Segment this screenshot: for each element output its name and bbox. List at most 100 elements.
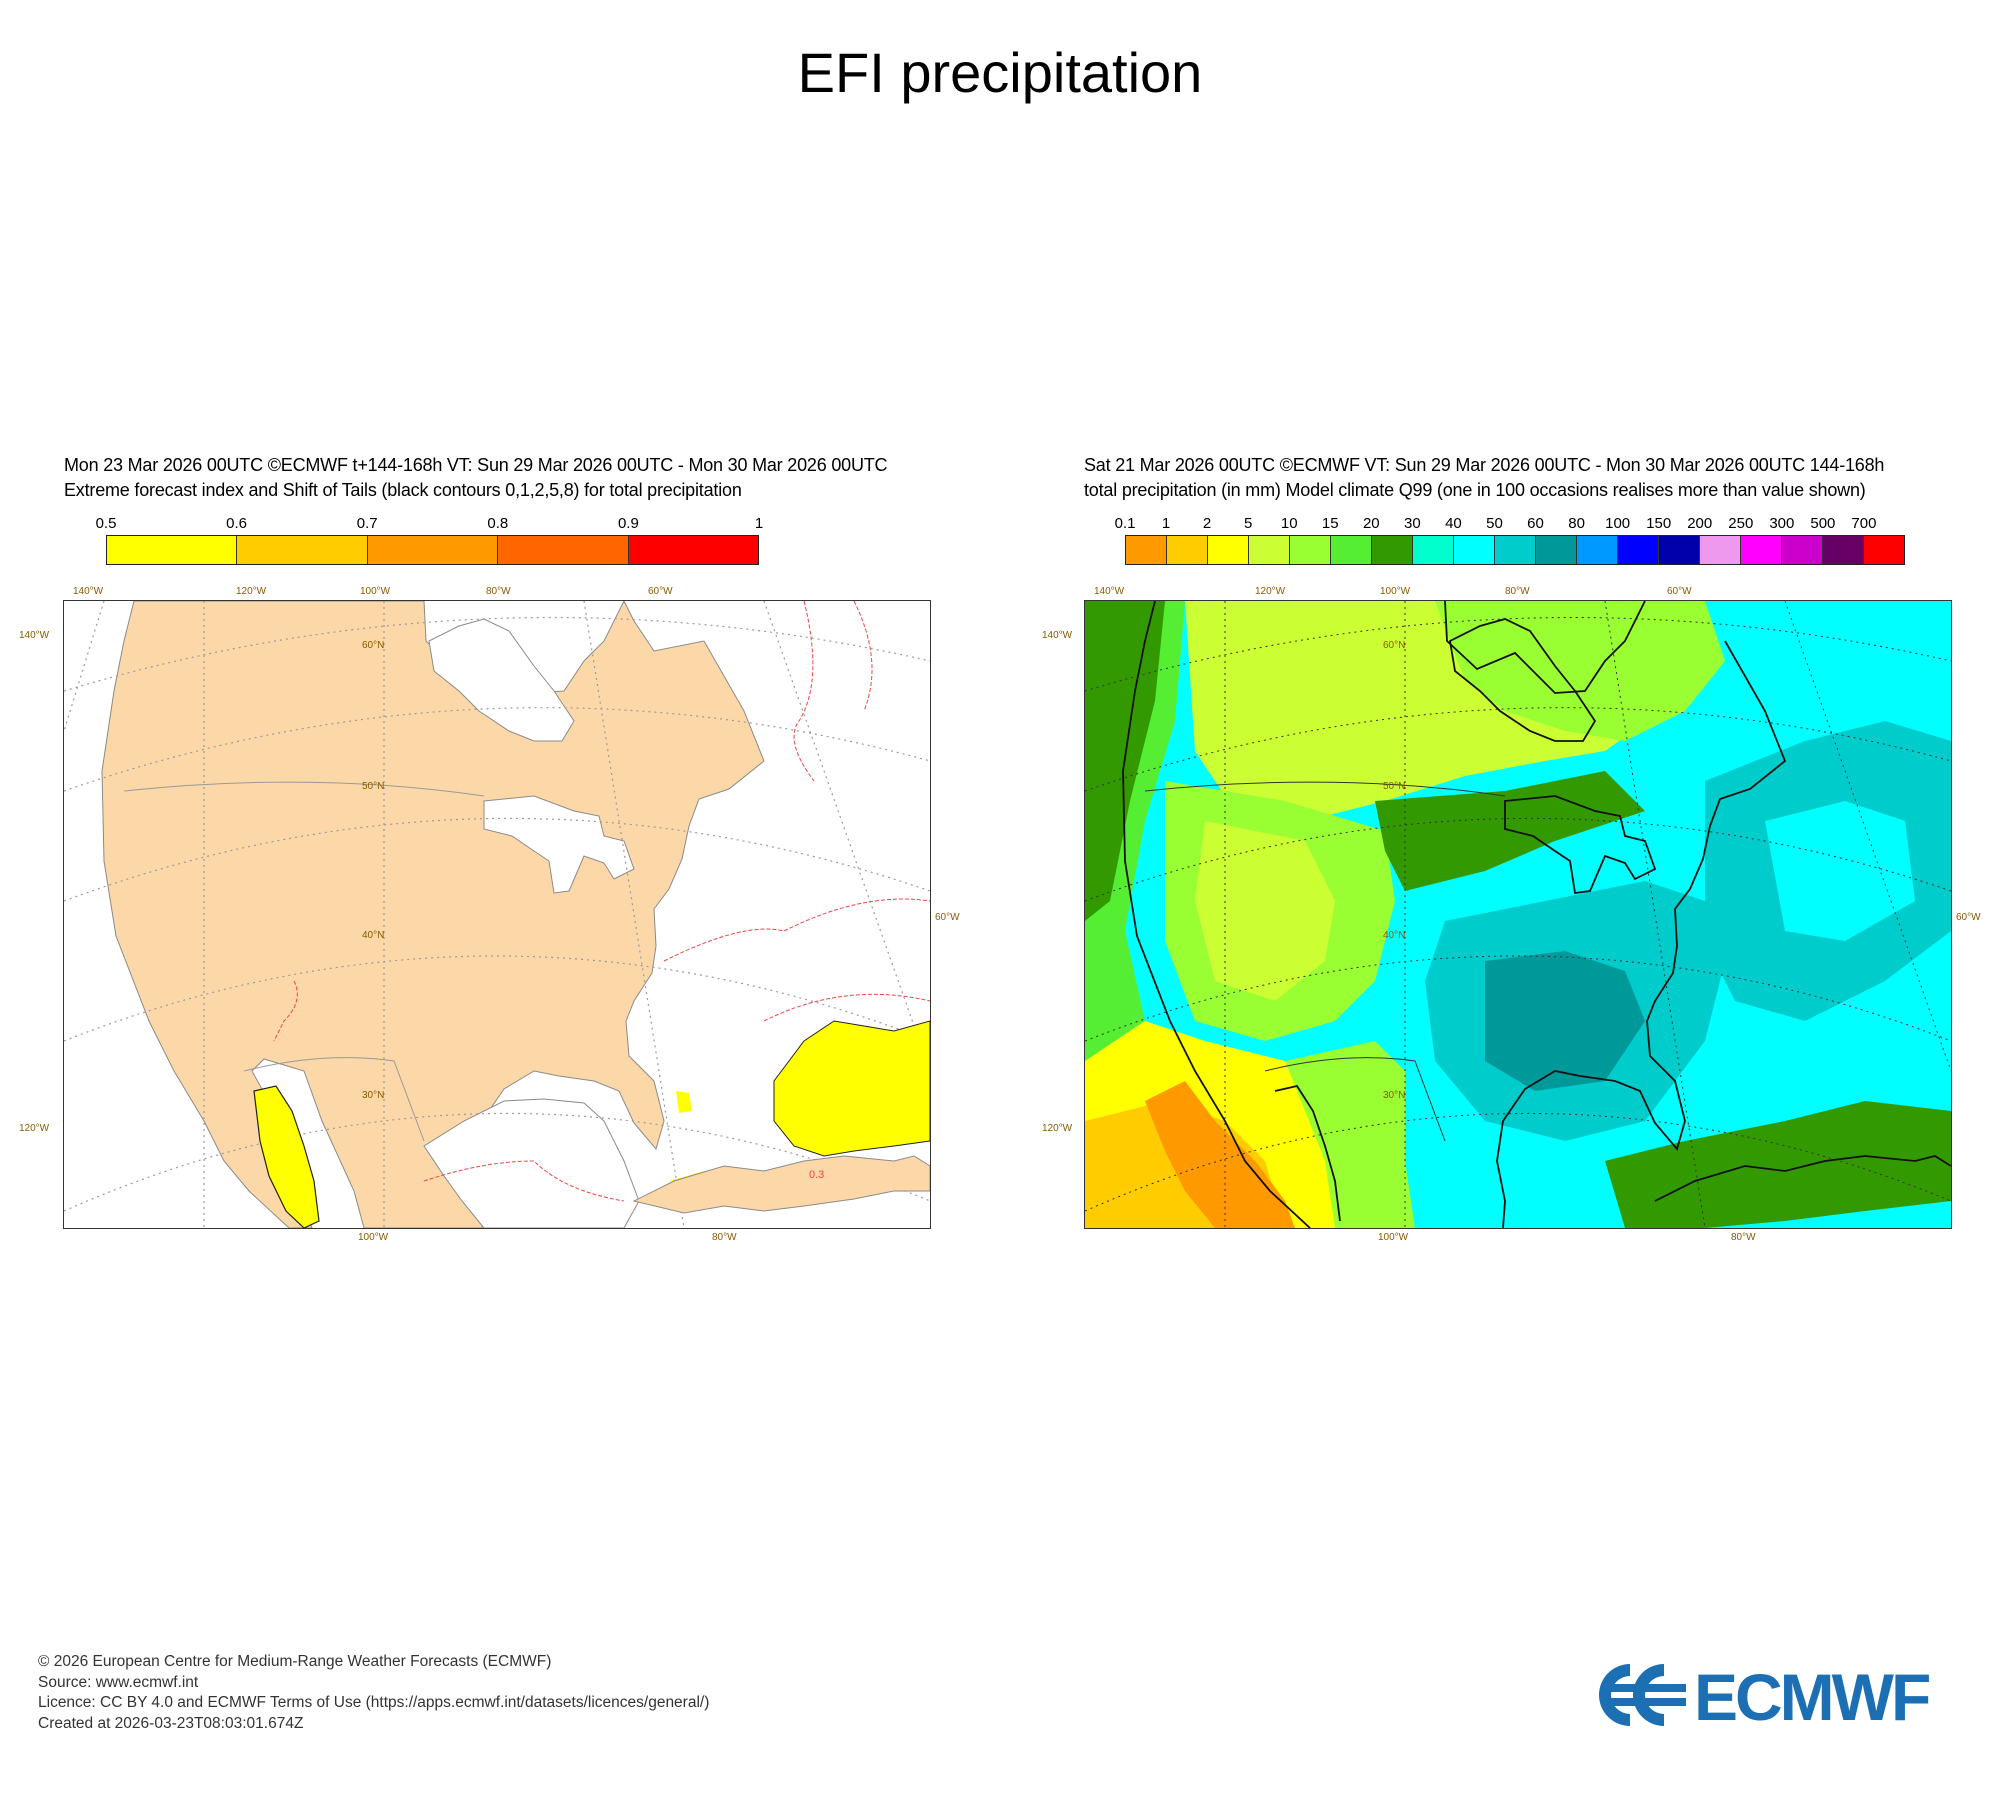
- colorbar-segment: [1454, 536, 1495, 564]
- north-america-land: [101, 601, 765, 1228]
- graticule: [64, 601, 930, 1228]
- ecmwf-logo: ECMWF: [1594, 1660, 1974, 1734]
- border-line: [1264, 1057, 1446, 1142]
- border-line: [1144, 781, 1506, 797]
- efi-scale-label: 0.9: [617, 515, 639, 532]
- efi-yellow-caribbean: [773, 1020, 930, 1157]
- efi-yellow-baja: [253, 1085, 320, 1228]
- climate-scale-label: 30: [1404, 515, 1421, 532]
- border-line: [243, 1057, 425, 1142]
- coastlines: [1122, 601, 1951, 1228]
- colorbar-segment: [367, 536, 499, 564]
- colorbar-segment: [1413, 536, 1454, 564]
- climate-panel: Sat 21 Mar 2026 00UTC ©ECMWF VT: Sun 29 …: [1042, 455, 2000, 1255]
- climate-edge-label-left: 120°W: [1042, 1123, 1073, 1134]
- climate-lon-label-top: 120°W: [1255, 586, 1286, 597]
- efi-lon-label-bottom: 100°W: [358, 1232, 389, 1243]
- climate-inner-lat-label: 50°N: [1383, 781, 1405, 792]
- colorbar-segment: [1659, 536, 1700, 564]
- climate-edge-label-right: 60°W: [1956, 912, 1981, 923]
- climate-scale-label: 50: [1486, 515, 1503, 532]
- colorbar-segment: [1249, 536, 1290, 564]
- climate-scale-label: 5: [1243, 515, 1253, 532]
- mexico-green: [1285, 1041, 1415, 1228]
- climate-lon-label-top: 60°W: [1667, 586, 1692, 597]
- climate-map: 60°N 50°N 40°N 30°N: [1084, 600, 1952, 1229]
- ecmwf-logo-mark: [1598, 1664, 1686, 1726]
- footer-licence: Licence: CC BY 4.0 and ECMWF Terms of Us…: [38, 1694, 710, 1711]
- climate-scale-label: 250: [1728, 515, 1754, 532]
- colorbar-segment: [1208, 536, 1249, 564]
- efi-lon-label-top: 80°W: [486, 586, 511, 597]
- efi-edge-label-left: 140°W: [19, 630, 50, 641]
- climate-scale-label: 700: [1851, 515, 1877, 532]
- footer-source: Source: www.ecmwf.int: [38, 1673, 199, 1691]
- climate-scale-label: 0.1: [1114, 515, 1136, 532]
- colorbar-segment: [1577, 536, 1618, 564]
- climate-map-svg: 60°N 50°N 40°N 30°N: [1085, 601, 1951, 1228]
- climate-lon-label-bottom: 80°W: [1731, 1232, 1756, 1243]
- climate-scale-label: 2: [1202, 515, 1212, 532]
- climate-scale-label: 20: [1362, 515, 1380, 532]
- efi-panel: Mon 23 Mar 2026 00UTC ©ECMWF t+144-168h …: [19, 455, 1000, 1255]
- efi-inner-lat-label: 60°N: [362, 640, 384, 651]
- cuba-island: [632, 1155, 930, 1214]
- colorbar-segment: [1741, 536, 1782, 564]
- climate-scale-label: 100: [1605, 515, 1631, 532]
- colorbar-segment: [1126, 536, 1167, 564]
- climate-scale-label: 1: [1161, 515, 1171, 532]
- atlantic-cyan: [1765, 801, 1915, 941]
- efi-header-line2: Extreme forecast index and Shift of Tail…: [64, 480, 742, 500]
- rockies-inner: [1195, 821, 1335, 1001]
- ecmwf-logo-svg: ECMWF: [1598, 1660, 1932, 1734]
- great-lakes: [483, 795, 635, 894]
- colorbar-segment: [1495, 536, 1536, 564]
- gulf-of-mexico: [423, 1098, 640, 1228]
- colorbar-segment: [1700, 536, 1741, 564]
- footer-copyright: © 2026 European Centre for Medium-Range …: [38, 1653, 552, 1670]
- climate-scale-label: 300: [1769, 515, 1795, 532]
- east-us-dark: [1485, 951, 1645, 1091]
- efi-lon-label-top: 100°W: [360, 586, 391, 597]
- climate-scale-label: 200: [1687, 515, 1713, 532]
- climate-scale-label: 500: [1810, 515, 1836, 532]
- climate-lon-label-top: 80°W: [1505, 586, 1530, 597]
- page-title: EFI precipitation: [797, 41, 1203, 104]
- colorbar-segment: [1290, 536, 1331, 564]
- climate-lon-label-top: 100°W: [1380, 586, 1411, 597]
- colorbar-segment: [628, 536, 759, 564]
- climate-scale-label: 40: [1445, 515, 1462, 532]
- efi-header-line1: Mon 23 Mar 2026 00UTC ©ECMWF t+144-168h …: [64, 455, 888, 475]
- colorbar-segment: [1864, 536, 1904, 564]
- climate-header-line1: Sat 21 Mar 2026 00UTC ©ECMWF VT: Sun 29 …: [1084, 455, 1885, 475]
- colorbar-segment: [1167, 536, 1208, 564]
- footer-created: Created at 2026-03-23T08:03:01.674Z: [38, 1714, 304, 1732]
- colorbar-segment: [1823, 536, 1864, 564]
- climate-lon-label-bottom: 100°W: [1378, 1232, 1409, 1243]
- ecmwf-logo-text: ECMWF: [1694, 1660, 1929, 1730]
- climate-scale-label: 150: [1646, 515, 1672, 532]
- efi-scale-label: 0.5: [95, 515, 117, 532]
- efi-contour-label: 0.3: [809, 1169, 824, 1181]
- climate-inner-lat-label: 60°N: [1383, 640, 1405, 651]
- efi-inner-lat-label: 40°N: [362, 930, 384, 941]
- colorbar-segment: [1536, 536, 1577, 564]
- climate-colorbar: [1125, 535, 1905, 565]
- baja-orange: [1145, 1081, 1295, 1228]
- climate-scale-labels: 0.1 1 2 5 10 15 20 30 40 50 60 80 100 150 200 250 300 500…: [1115, 515, 1905, 535]
- efi-edge-label-right: 60°W: [935, 912, 960, 923]
- colorbar-segment: [107, 536, 238, 564]
- efi-inner-lat-label: 50°N: [362, 781, 384, 792]
- climate-lon-label-top: 140°W: [1094, 586, 1125, 597]
- climate-scale-label: 60: [1527, 515, 1544, 532]
- efi-scale-label: 0.6: [226, 515, 248, 532]
- colorbar-segment: [1331, 536, 1372, 564]
- caribbean-green: [1605, 1101, 1951, 1228]
- climate-scale-label: 80: [1568, 515, 1585, 532]
- colorbar-segment: [237, 536, 368, 564]
- canada-north: [1435, 601, 1725, 741]
- colorbar-segment: [1782, 536, 1823, 564]
- colorbar-segment: [1372, 536, 1413, 564]
- efi-lon-label-top: 60°W: [648, 586, 673, 597]
- efi-lon-label-top: 140°W: [73, 586, 104, 597]
